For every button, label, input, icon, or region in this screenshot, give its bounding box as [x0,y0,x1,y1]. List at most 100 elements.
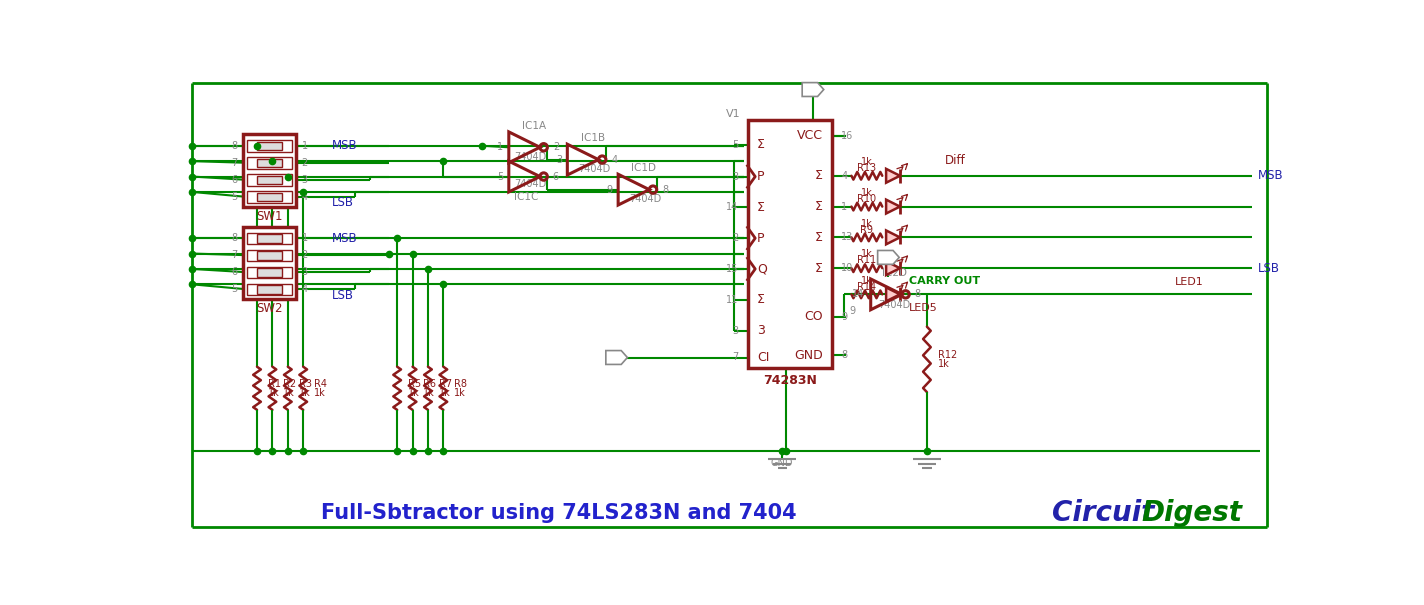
Text: MSB: MSB [332,139,357,152]
Text: 5V: 5V [880,252,893,263]
Polygon shape [605,350,628,364]
Text: 2: 2 [553,142,560,152]
Text: 9: 9 [842,312,847,322]
Text: 1k: 1k [407,388,420,398]
Text: R12: R12 [937,350,957,360]
Text: 9: 9 [607,185,612,195]
Text: SW1: SW1 [256,210,282,223]
Text: R5: R5 [407,379,422,388]
Text: 2: 2 [302,158,308,168]
Text: MSB: MSB [332,232,357,244]
Text: 2: 2 [302,250,308,260]
Bar [246,267,292,278]
Text: Σ: Σ [756,201,765,214]
Text: IC2D: IC2D [881,268,907,278]
Text: LSB: LSB [332,289,353,302]
Text: R2: R2 [283,379,296,388]
Text: LSB: LSB [332,196,353,209]
Polygon shape [802,83,823,96]
Text: 14: 14 [853,289,864,299]
Text: 7404D: 7404D [578,164,611,174]
Text: 2: 2 [732,233,738,243]
Text: 1k: 1k [862,157,873,167]
Text: 8: 8 [914,289,921,299]
Text: 6: 6 [553,172,558,182]
Text: 1k: 1k [454,388,466,398]
Text: 3: 3 [302,175,308,185]
Text: 1k: 1k [862,188,873,198]
Bar [246,174,292,186]
Text: Σ: Σ [756,293,765,306]
Bar [246,233,292,244]
Text: 5V: 5V [608,353,621,362]
Text: 7404D: 7404D [879,300,911,310]
Text: VCC: VCC [797,129,823,142]
Text: 5: 5 [732,140,738,150]
Text: 1k: 1k [315,388,326,398]
Text: 5: 5 [497,172,504,182]
Text: 7404D: 7404D [629,194,661,204]
Text: R7: R7 [439,379,451,388]
Text: 7: 7 [231,250,236,260]
Text: R10: R10 [857,194,876,204]
Text: 1k: 1k [862,275,873,286]
Text: 8: 8 [842,350,847,360]
Text: 11: 11 [726,295,738,305]
Text: GND: GND [795,348,823,362]
Text: LED1: LED1 [1175,277,1203,287]
Text: Σ: Σ [815,262,823,275]
Text: 10: 10 [842,263,854,273]
Bar [256,285,282,293]
Text: 1k: 1k [283,388,295,398]
Text: 4: 4 [302,192,308,201]
Bar [256,159,282,168]
Text: R4: R4 [315,379,328,388]
Text: P: P [756,232,765,244]
Text: IC1B: IC1B [581,133,605,143]
Bar [246,191,292,203]
Text: 5: 5 [231,192,236,201]
Text: R6: R6 [423,379,436,388]
Text: 7404D: 7404D [514,179,547,189]
Text: 8: 8 [231,141,236,151]
Bar [246,284,292,295]
Text: CARRY OUT: CARRY OUT [909,275,980,286]
Text: 9: 9 [849,306,856,316]
Bar [256,193,282,201]
Text: 1: 1 [302,141,308,151]
Text: 3: 3 [756,324,765,337]
Text: CI: CI [756,351,769,364]
Text: 74283N: 74283N [763,374,817,387]
Text: R1: R1 [268,379,281,388]
Text: IC1A: IC1A [523,121,547,131]
Text: GND: GND [770,457,793,468]
Polygon shape [886,200,900,214]
Text: 15: 15 [726,264,738,274]
Text: 14: 14 [726,202,738,212]
Text: 1k: 1k [862,218,873,229]
Text: 1: 1 [302,233,308,243]
Text: 1k: 1k [423,388,436,398]
Text: SW2: SW2 [256,302,282,315]
Polygon shape [886,261,900,275]
Text: 1k: 1k [268,388,279,398]
Text: Σ: Σ [815,200,823,213]
Text: Circuit: Circuit [1052,499,1155,527]
Text: R8: R8 [454,379,467,388]
Text: 5: 5 [231,284,236,294]
Text: CO: CO [805,310,823,323]
Text: 6: 6 [231,175,236,185]
Text: 1k: 1k [299,388,310,398]
Polygon shape [877,250,899,264]
Text: 1: 1 [842,201,847,212]
Text: 4: 4 [611,155,618,165]
Text: 13: 13 [842,232,854,243]
Bar [256,234,282,243]
Text: Σ: Σ [756,139,765,151]
Polygon shape [886,169,900,183]
Text: MSB: MSB [1257,169,1283,182]
Text: R13: R13 [857,163,876,173]
Text: Digest: Digest [1142,499,1243,527]
Text: 3: 3 [555,155,562,165]
Bar [246,140,292,152]
